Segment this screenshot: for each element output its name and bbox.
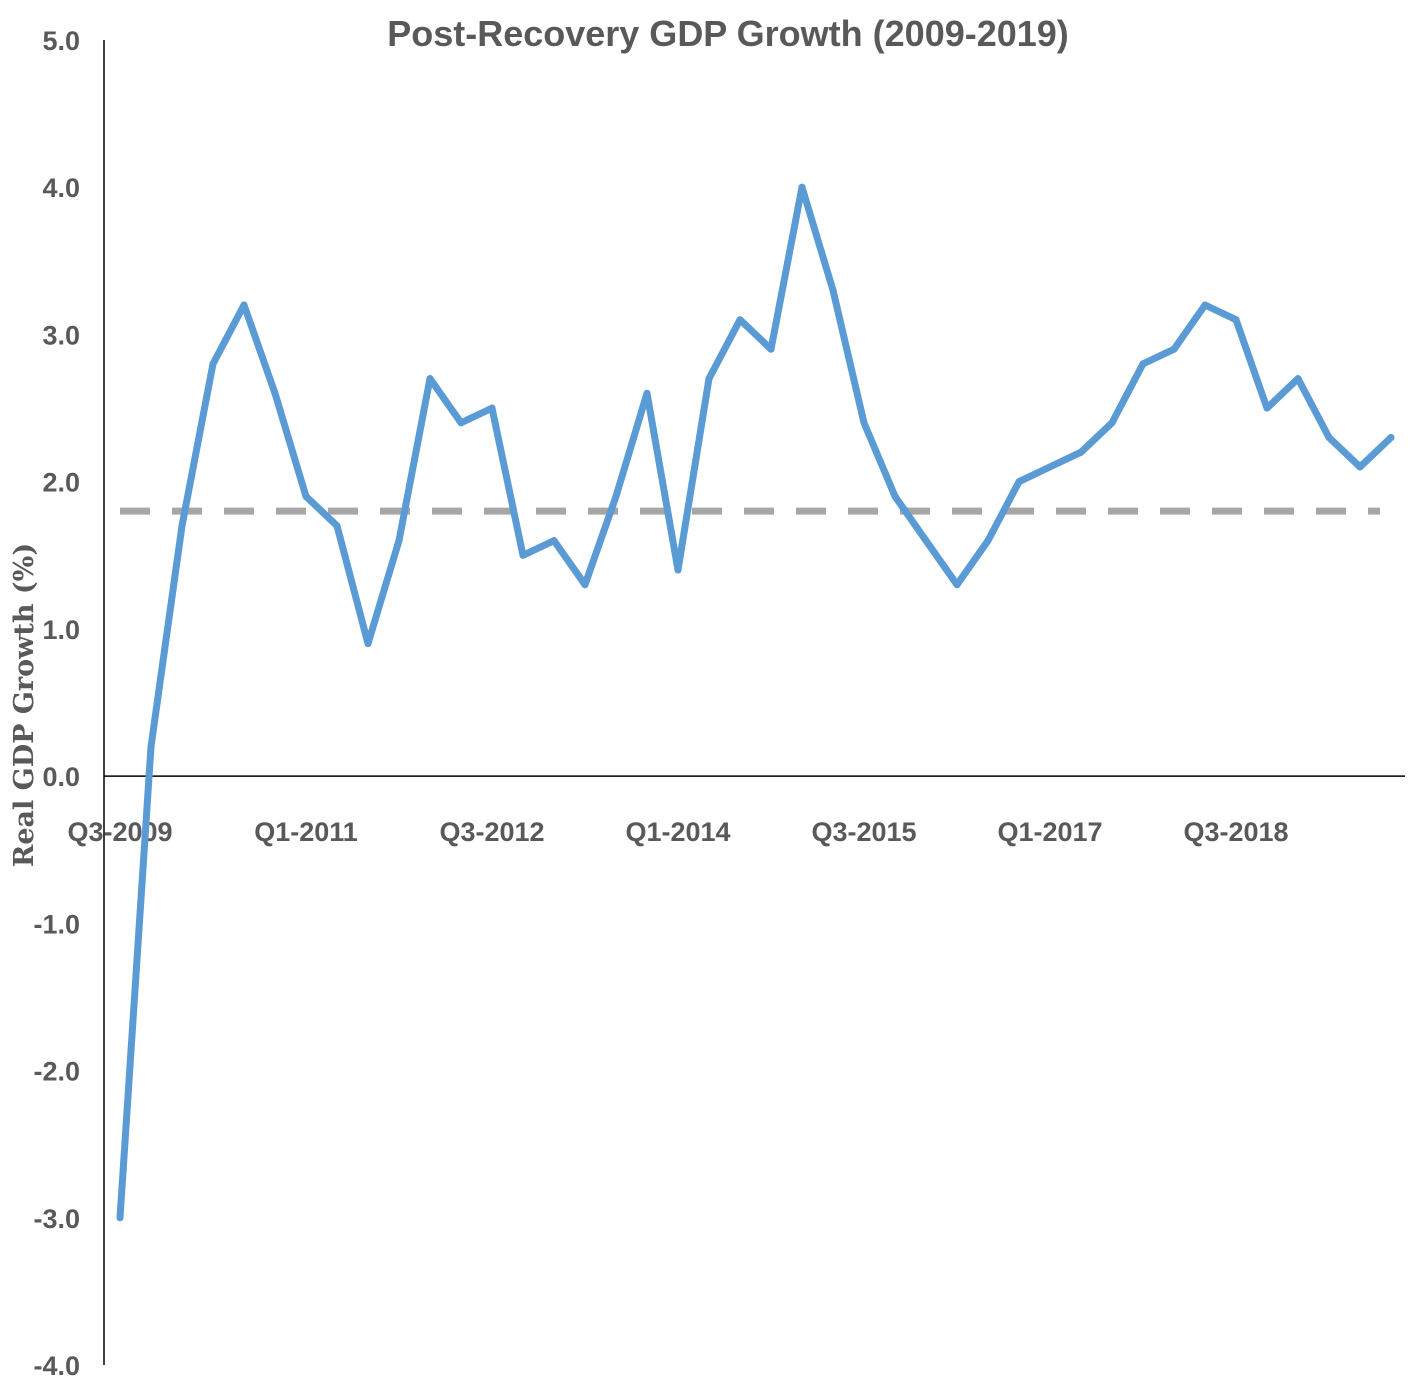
x-tick-label: Q3-2015 xyxy=(811,817,916,847)
data-point xyxy=(736,316,744,324)
y-tick-labels: -4.0 -3.0 -2.0 -1.0 0.0 1.0 2.0 3.0 4.0 5.0 xyxy=(33,26,80,1381)
data-point xyxy=(1356,463,1364,471)
data-point xyxy=(1201,301,1209,309)
data-point xyxy=(550,537,558,545)
data-point xyxy=(178,522,186,530)
data-point xyxy=(271,389,279,397)
data-point xyxy=(643,389,651,397)
y-tick-label: 2.0 xyxy=(42,468,80,498)
data-point xyxy=(674,566,682,574)
data-point xyxy=(1077,448,1085,456)
data-point xyxy=(953,581,961,589)
x-tick-label: Q1-2014 xyxy=(625,817,730,847)
y-tick-label: 4.0 xyxy=(42,173,80,203)
data-point xyxy=(767,345,775,353)
x-tick-label: Q3-2018 xyxy=(1183,817,1288,847)
data-point xyxy=(1387,434,1395,441)
y-tick-label: -2.0 xyxy=(33,1057,80,1087)
x-tick-label: Q3-2012 xyxy=(439,817,544,847)
data-point xyxy=(457,419,465,427)
y-tick-label: -1.0 xyxy=(33,909,80,939)
data-point xyxy=(364,640,372,648)
data-point xyxy=(581,581,589,589)
data-point xyxy=(116,1214,124,1222)
y-tick-label: 0.0 xyxy=(42,762,80,792)
data-point xyxy=(922,537,930,545)
data-point xyxy=(302,492,310,500)
data-point xyxy=(612,492,620,500)
data-point xyxy=(1139,360,1147,368)
y-axis-label: Real GDP Growth (%) xyxy=(9,543,40,867)
data-point xyxy=(209,360,217,368)
y-tick-label: -3.0 xyxy=(33,1204,80,1234)
data-point xyxy=(798,183,806,191)
data-point xyxy=(1046,463,1054,471)
data-point xyxy=(488,404,496,412)
data-point xyxy=(1263,404,1271,412)
x-tick-labels: Q3-2009 Q1-2011 Q3-2012 Q1-2014 Q3-2015 Q1-20… xyxy=(67,817,1288,847)
data-point xyxy=(860,419,868,427)
data-point xyxy=(240,301,248,309)
data-point xyxy=(426,375,434,383)
data-point xyxy=(1325,434,1333,441)
data-point xyxy=(1232,316,1240,324)
data-point xyxy=(395,537,403,545)
data-point xyxy=(705,375,713,383)
data-point xyxy=(519,551,527,559)
data-point xyxy=(1294,375,1302,383)
data-point xyxy=(1170,345,1178,353)
series-points xyxy=(116,183,1395,1222)
x-tick-label: Q1-2017 xyxy=(997,817,1102,847)
y-tick-label: -4.0 xyxy=(33,1351,80,1381)
x-tick-label: Q1-2011 xyxy=(254,817,358,847)
data-point xyxy=(891,492,899,500)
data-point xyxy=(1015,478,1023,486)
chart-title: Post-Recovery GDP Growth (2009-2019) xyxy=(387,13,1069,54)
data-point xyxy=(984,537,992,545)
data-point xyxy=(147,743,155,751)
x-tick-label: Q3-2009 xyxy=(67,817,172,847)
y-tick-label: 5.0 xyxy=(42,26,80,56)
y-tick-label: 3.0 xyxy=(42,320,80,350)
y-tick-label: 1.0 xyxy=(42,615,80,645)
data-point xyxy=(829,286,837,294)
gdp-growth-series-line xyxy=(116,183,1395,1222)
data-point xyxy=(1108,419,1116,427)
data-point xyxy=(333,522,341,530)
